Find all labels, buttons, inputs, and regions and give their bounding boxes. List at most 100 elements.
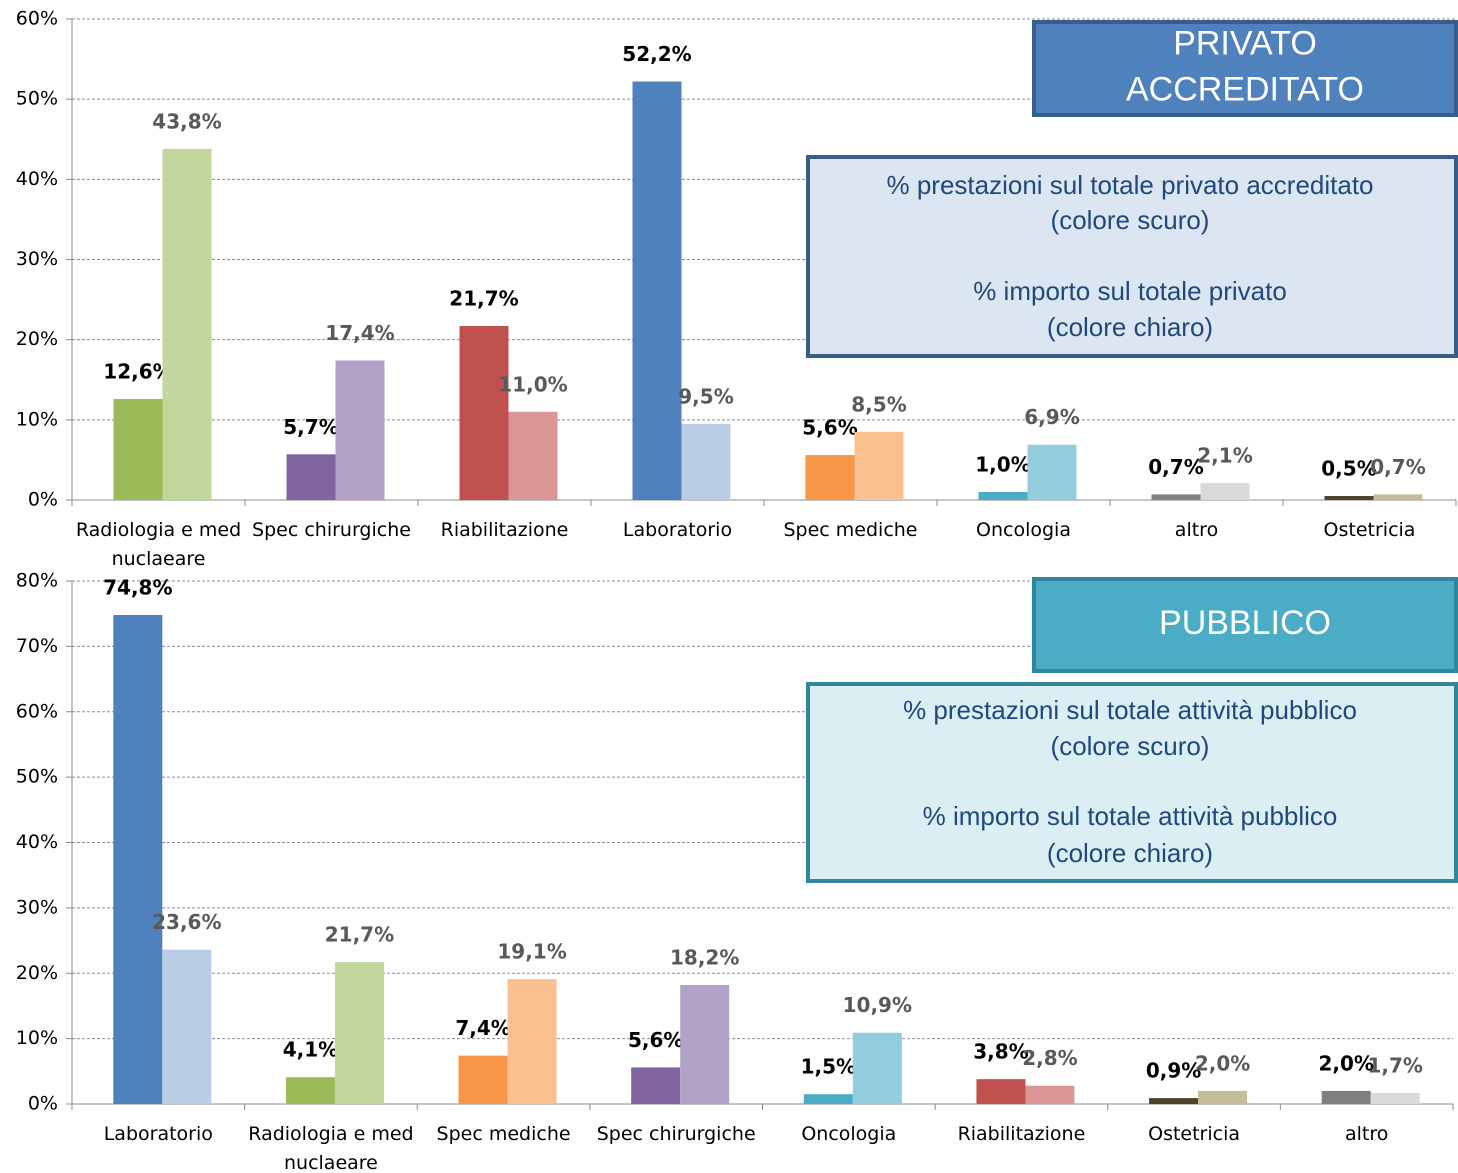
bar <box>507 979 557 1104</box>
x-tick-label: Spec chirurgiche <box>596 1123 756 1145</box>
x-tick-label: Riabilitazione <box>440 519 569 541</box>
bar <box>1027 444 1077 500</box>
value-label: 3,8% <box>973 1040 1028 1064</box>
notes-text: (colore chiaro) <box>1047 312 1213 342</box>
notes-text: (colore scuro) <box>1051 205 1210 235</box>
x-tick-label: Oncologia <box>976 519 1071 541</box>
notes-text: % prestazioni sul totale attività pubbli… <box>903 695 1357 725</box>
value-label: 2,8% <box>1022 1046 1077 1070</box>
x-tick-label: Spec chirurgiche <box>252 519 411 541</box>
bar <box>1198 1090 1248 1104</box>
value-label: 0,9% <box>1146 1059 1201 1083</box>
notes-text: % importo sul totale privato <box>973 276 1287 306</box>
bar <box>1200 483 1250 500</box>
bar <box>113 398 163 500</box>
bar <box>805 455 855 500</box>
badge-box <box>1032 20 1458 117</box>
value-label: 5,7% <box>283 415 338 439</box>
value-label: 17,4% <box>325 321 394 345</box>
value-label: 10,9% <box>843 993 912 1017</box>
x-tick-label: altro <box>1174 519 1219 541</box>
y-tick-label: 30% <box>16 896 58 918</box>
notes-text: % importo sul totale attività pubblico <box>923 801 1338 831</box>
x-tick-label: Riabilitazione <box>957 1123 1086 1145</box>
value-label: 1,0% <box>975 452 1030 476</box>
value-label: 1,7% <box>1367 1053 1422 1077</box>
bar <box>334 962 384 1104</box>
y-tick-label: 0% <box>28 489 58 511</box>
value-label: 7,4% <box>455 1016 510 1040</box>
notes-text: (colore scuro) <box>1051 731 1210 761</box>
y-tick-label: 20% <box>16 328 58 350</box>
value-label: 2,0% <box>1195 1051 1250 1075</box>
bar <box>1324 495 1374 500</box>
value-label: 5,6% <box>628 1028 683 1052</box>
x-tick-label: Spec mediche <box>783 519 918 541</box>
x-tick-label: Ostetricia <box>1148 1123 1241 1145</box>
notes-text: % prestazioni sul totale privato accredi… <box>886 170 1373 200</box>
x-tick-label: Ostetricia <box>1323 519 1416 541</box>
bar <box>286 454 336 500</box>
value-label: 43,8% <box>152 109 221 133</box>
y-tick-label: 50% <box>16 88 58 110</box>
value-label: 0,7% <box>1370 455 1425 479</box>
x-tick-label: altro <box>1344 1123 1389 1145</box>
value-label: 19,1% <box>497 940 566 964</box>
value-label: 11,0% <box>498 372 567 396</box>
bar <box>852 1032 902 1104</box>
bar <box>978 491 1028 500</box>
bar <box>459 326 509 500</box>
value-label: 0,5% <box>1321 456 1376 480</box>
bar <box>1370 1092 1420 1104</box>
y-tick-label: 40% <box>16 168 58 190</box>
value-label: 8,5% <box>851 392 906 416</box>
x-tick-label: Radiologia e med nuclaeare <box>75 519 242 570</box>
value-label: 1,5% <box>801 1055 856 1079</box>
y-tick-label: 10% <box>16 1027 58 1049</box>
value-label: 23,6% <box>152 910 221 934</box>
y-tick-label: 30% <box>16 248 58 270</box>
badge-text: PUBBLICO <box>1159 604 1331 642</box>
badge-text: ACCREDITATO <box>1126 70 1364 108</box>
y-tick-label: 40% <box>16 831 58 853</box>
value-label: 5,6% <box>802 416 857 440</box>
bar <box>113 614 163 1104</box>
y-tick-label: 60% <box>16 700 58 722</box>
bar <box>854 431 904 500</box>
bar <box>1151 494 1201 500</box>
value-label: 9,5% <box>678 384 733 408</box>
bar <box>285 1077 335 1104</box>
y-tick-label: 80% <box>16 570 58 592</box>
y-tick-label: 0% <box>28 1093 58 1115</box>
bar <box>508 411 558 500</box>
bar <box>631 1067 681 1104</box>
x-tick-label: Spec mediche <box>436 1123 571 1145</box>
value-label: 18,2% <box>670 946 739 970</box>
y-tick-label: 70% <box>16 635 58 657</box>
x-tick-label: Oncologia <box>801 1123 897 1145</box>
x-tick-label: Laboratorio <box>103 1123 213 1145</box>
y-tick-label: 20% <box>16 962 58 984</box>
y-tick-label: 10% <box>16 408 58 430</box>
bar <box>1321 1090 1371 1104</box>
x-tick-label: Laboratorio <box>622 519 733 541</box>
bar <box>1025 1085 1075 1104</box>
bar <box>162 949 212 1104</box>
bar <box>976 1079 1026 1104</box>
notes-box <box>806 155 1458 358</box>
bar <box>681 423 731 500</box>
bar <box>680 985 730 1104</box>
notes-text: (colore chiaro) <box>1047 838 1213 868</box>
value-label: 12,6% <box>103 359 172 383</box>
value-label: 0,7% <box>1148 455 1203 479</box>
value-label: 2,1% <box>1197 444 1252 468</box>
y-tick-label: 60% <box>16 8 58 30</box>
x-tick-label: Radiologia e med nuclaeare <box>248 1123 414 1173</box>
y-tick-label: 50% <box>16 766 58 788</box>
bar <box>162 148 212 500</box>
value-label: 6,9% <box>1024 405 1079 429</box>
value-label: 52,2% <box>622 42 691 66</box>
bar <box>335 360 385 500</box>
